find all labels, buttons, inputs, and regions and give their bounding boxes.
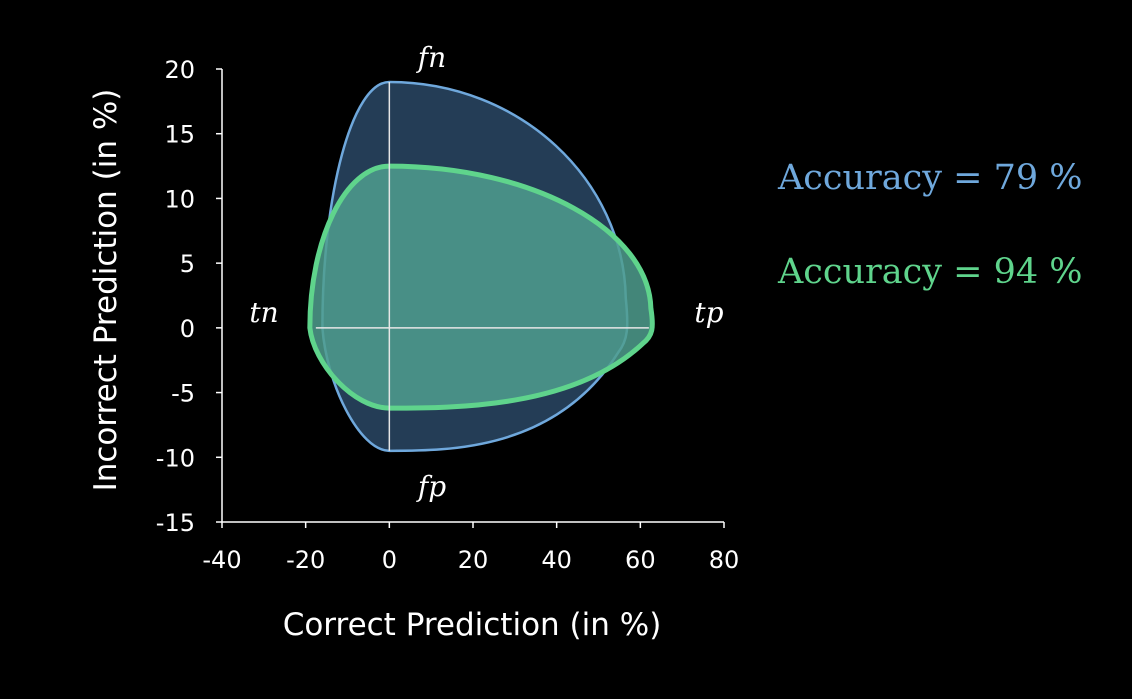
x-tick-label: 60 [625, 546, 656, 574]
x-tick-label: 80 [709, 546, 740, 574]
corner-label-fn: fn [416, 41, 446, 74]
y-tick-label: 0 [180, 315, 195, 343]
legend-entry-series-1: Accuracy = 79 % [777, 158, 1083, 198]
x-tick-label: 20 [458, 546, 489, 574]
x-tick-label: 40 [541, 546, 572, 574]
x-tick-label: 0 [382, 546, 397, 574]
y-tick-label: -15 [156, 509, 195, 537]
legend-entry-series-2: Accuracy = 94 % [777, 252, 1083, 292]
x-tick-label: -20 [286, 546, 325, 574]
corner-label-tn: tn [249, 296, 278, 329]
x-axis-title: Correct Prediction (in %) [283, 607, 662, 643]
y-tick-label: -10 [156, 444, 195, 472]
y-tick-label: -5 [171, 380, 195, 408]
y-tick-label: 20 [164, 56, 195, 84]
ticks: -40 -20 0 20 40 60 80 20 15 10 5 0 -5 -10 -15 [156, 56, 739, 574]
y-tick-label: 15 [164, 121, 195, 149]
y-tick-label: 5 [180, 250, 195, 278]
y-axis-title: Incorrect Prediction (in %) [88, 89, 124, 492]
corner-label-tp: tp [694, 296, 723, 329]
y-tick-label: 10 [164, 185, 195, 213]
x-tick-label: -40 [202, 546, 241, 574]
series-area-2 [307, 163, 655, 411]
zero-crosshair [315, 81, 649, 451]
data-areas [307, 80, 655, 453]
corner-label-fp: fp [416, 470, 446, 503]
